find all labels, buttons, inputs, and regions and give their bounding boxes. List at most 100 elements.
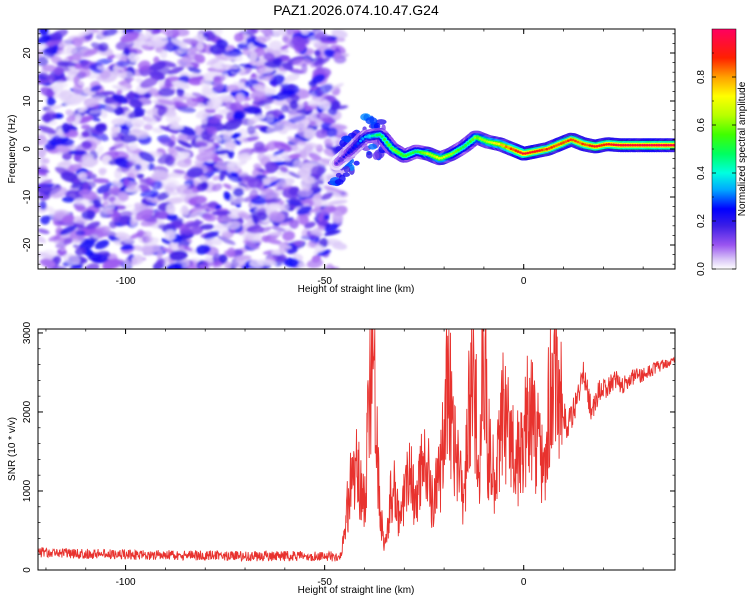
heatmap-noise-cell (151, 29, 162, 35)
heatmap-noise-cell (128, 142, 138, 151)
heatmap-noise-cell (117, 191, 129, 202)
heatmap-noise-cell (154, 211, 171, 220)
spectrogram-y-label: Frequency (Hz) (7, 115, 18, 184)
heatmap-noise-cell (226, 247, 236, 258)
heatmap-noise-cell (227, 208, 242, 220)
heatmap-noise-cell (129, 99, 143, 109)
heatmap-noise-cell (318, 100, 331, 110)
heatmap-signal-cell (600, 144, 604, 147)
heatmap-signal-cell (636, 143, 639, 147)
heatmap-noise-cell (120, 244, 135, 251)
heatmap-signal-cell (550, 146, 553, 149)
heatmap-signal-cell (566, 139, 570, 142)
heatmap-signal-cell (621, 143, 625, 147)
heatmap-signal-cell (578, 141, 582, 145)
heatmap-signal-cell (426, 152, 429, 155)
heatmap-noise-cell (169, 124, 184, 130)
heatmap-noise-cell (41, 112, 57, 122)
heatmap-noise-cell (157, 153, 173, 164)
heatmap-noise-cell (38, 234, 47, 244)
heatmap-noise-cell (313, 197, 332, 207)
heatmap-noise-cell (201, 86, 213, 96)
heatmap-noise-cell (126, 160, 134, 168)
heatmap-noise-cell (266, 114, 274, 124)
heatmap-noise-cell (160, 126, 174, 132)
heatmap-noise-cell (314, 49, 322, 57)
heatmap-signal-cell (586, 143, 589, 147)
heatmap-noise-cell (161, 238, 171, 245)
heatmap-signal-cell (480, 138, 484, 141)
heatmap-noise-cell (263, 180, 281, 189)
heatmap-noise-cell (127, 53, 140, 62)
heatmap-signal-cell (581, 142, 584, 146)
heatmap-signal-cell (598, 144, 601, 148)
heatmap-noise-cell (61, 196, 75, 203)
heatmap-noise-cell (67, 163, 82, 172)
heatmap-noise-cell (165, 262, 183, 269)
snr-y-ticks: 0 1000 2000 3000 (22, 321, 675, 573)
heatmap-signal-cell (372, 151, 380, 160)
heatmap-signal-cell (512, 148, 515, 151)
heatmap-signal-cell (459, 147, 463, 150)
heatmap-noise-cell (326, 190, 342, 199)
heatmap-noise-cell (267, 238, 282, 245)
heatmap-signal-cell (347, 151, 350, 154)
heatmap-noise-cell (296, 213, 309, 225)
heatmap-noise-cell (120, 134, 138, 144)
heatmap-noise-cell (139, 76, 159, 89)
heatmap-signal-cell (648, 143, 651, 147)
heatmap-noise-cell (84, 157, 96, 168)
heatmap-noise-cell (123, 47, 131, 57)
heatmap-noise-cell (161, 178, 180, 188)
heatmap-noise-cell (249, 51, 258, 62)
heatmap-noise-cell (219, 170, 226, 181)
heatmap-noise-cell (70, 263, 83, 269)
heatmap-noise-cell (177, 245, 185, 252)
spectrogram-y-ticks: -20 -10 0 10 20 (22, 33, 675, 265)
y-tick-label: 0 (22, 146, 33, 152)
heatmap-noise-cell (235, 92, 246, 103)
heatmap-signal-cell (507, 146, 510, 149)
heatmap-noise-cell (112, 180, 123, 187)
heatmap-noise-cell (314, 244, 325, 253)
heatmap-noise-cell (203, 230, 220, 240)
heatmap-noise-cell (237, 213, 250, 220)
heatmap-noise-cell (264, 154, 283, 161)
heatmap-noise-cell (113, 216, 126, 223)
heatmap-signal-cell (557, 143, 561, 146)
heatmap-noise-cell (164, 230, 176, 241)
heatmap-noise-cell (292, 58, 312, 67)
heatmap-noise-cell (331, 242, 348, 250)
heatmap-noise-cell (330, 83, 344, 91)
heatmap-noise-cell (109, 220, 117, 229)
heatmap-signal-cell (631, 143, 635, 147)
heatmap-signal-cell (423, 151, 427, 155)
heatmap-noise-cell (59, 225, 77, 236)
heatmap-signal-cell (607, 143, 611, 146)
heatmap-noise-cell (93, 203, 104, 209)
heatmap-noise-cell (134, 163, 142, 171)
heatmap-noise-cell (112, 85, 129, 91)
heatmap-noise-cell (316, 112, 334, 124)
y-tick-label: 10 (22, 95, 33, 107)
heatmap-noise-cell (61, 122, 71, 134)
heatmap-noise-cell (83, 263, 100, 269)
heatmap-noise-cell (61, 214, 75, 224)
heatmap-noise-cell (122, 238, 135, 243)
colorbar-gradient (712, 29, 736, 269)
heatmap-noise-cell (71, 37, 84, 47)
heatmap-noise-cell (38, 29, 49, 36)
heatmap-signal-cell (672, 143, 675, 147)
heatmap-noise-cell (181, 228, 192, 236)
heatmap-signal-cell (440, 156, 444, 160)
heatmap-signal-cell (485, 140, 489, 143)
heatmap-noise-cell (102, 192, 109, 201)
heatmap-noise-cell (259, 29, 274, 36)
heatmap-signal-cell (447, 153, 451, 157)
heatmap-noise-cell (202, 112, 211, 119)
heatmap-noise-cell (281, 104, 289, 113)
heatmap-noise-cell (96, 145, 104, 156)
heatmap-noise-cell (174, 184, 191, 190)
heatmap-signal-cell (602, 143, 606, 147)
